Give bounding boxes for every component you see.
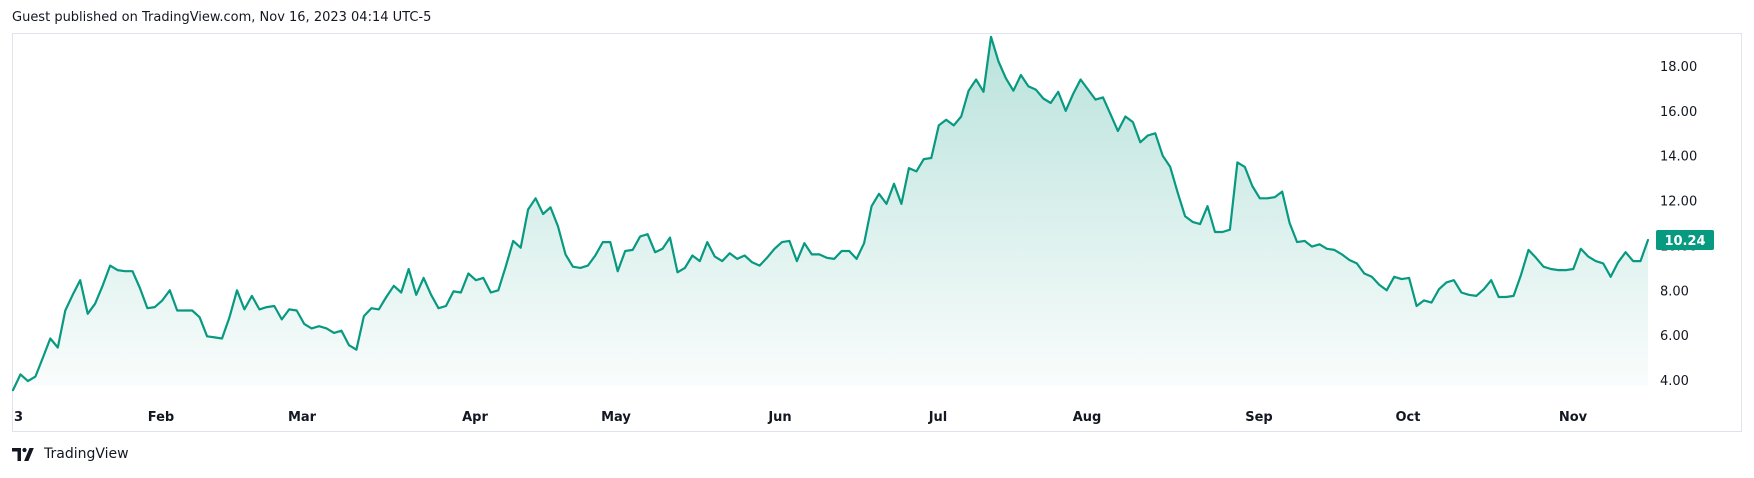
x-tick-label: Oct (1396, 410, 1421, 425)
y-tick-label: 8.00 (1660, 284, 1689, 299)
area-fill-layer (13, 36, 1648, 391)
x-tick-label: Jul (928, 410, 948, 425)
x-tick-label: 3 (14, 410, 23, 425)
price-series-line (11, 35, 1650, 392)
y-tick-label: 14.00 (1660, 150, 1697, 165)
x-tick-label: Nov (1559, 410, 1588, 425)
last-price-badge (1656, 230, 1714, 250)
x-tick-label: Apr (462, 410, 488, 425)
time-axis: 3 Feb Mar Apr May Jun Jul Aug Sep Oct Nov (14, 410, 1588, 425)
x-tick-label: Mar (288, 410, 317, 425)
last-price-badge-layer: 10.24 (1656, 230, 1714, 250)
tradingview-footer: TradingView (12, 446, 129, 462)
y-tick-label: 6.00 (1660, 329, 1689, 344)
x-tick-label: May (601, 410, 631, 425)
tradingview-brand-label: TradingView (44, 446, 129, 462)
y-tick-label: 18.00 (1660, 60, 1697, 75)
x-tick-label: Jun (767, 410, 791, 425)
x-tick-label: Aug (1073, 410, 1102, 425)
last-price-label: 10.24 (1664, 234, 1705, 249)
chart-frame (12, 33, 1742, 432)
y-tick-label: 4.00 (1660, 374, 1689, 389)
y-tick-label: 12.00 (1660, 195, 1697, 210)
price-line-layer (11, 35, 1650, 392)
x-tick-label: Sep (1245, 410, 1273, 425)
published-info: Guest published on TradingView.com, Nov … (12, 10, 432, 25)
tradingview-logo-icon (12, 447, 34, 461)
x-tick-label: Feb (148, 410, 174, 425)
y-tick-label: 16.00 (1660, 105, 1697, 120)
price-area-fill (13, 36, 1648, 391)
